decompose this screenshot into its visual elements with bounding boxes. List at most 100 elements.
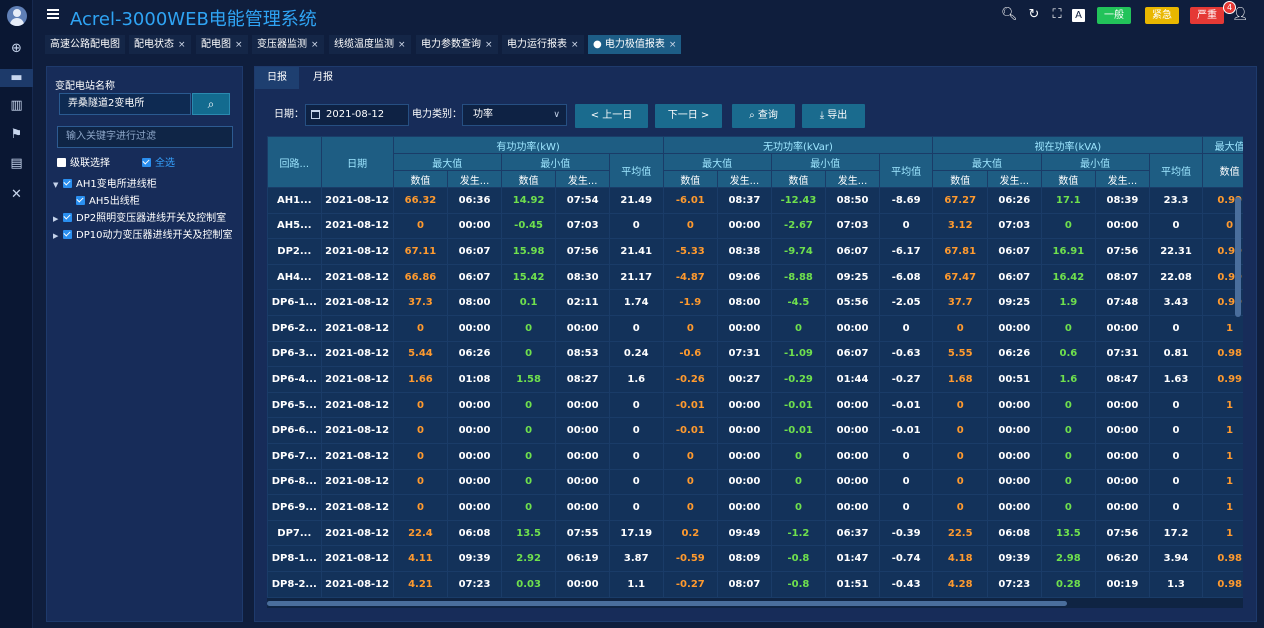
tab-cable-temperature[interactable]: 线缆温度监测 ×: [329, 35, 411, 54]
col-avg: 平均值: [608, 153, 664, 188]
table-cell: 0: [932, 314, 988, 342]
table-row[interactable]: DP6-9... 2021-08-12 0 00:00 0 00:00 0 0 00:00 0 00…: [267, 494, 1243, 521]
home-icon[interactable]: ⊕: [11, 41, 22, 56]
close-icon[interactable]: ×: [398, 40, 406, 50]
col-circuit[interactable]: 回路...: [267, 136, 322, 188]
tree-node[interactable]: AH5出线柜: [76, 195, 140, 209]
table-row[interactable]: DP6-2... 2021-08-12 0 00:00 0 00:00 0 0 00:00 0 00…: [267, 314, 1243, 342]
table-cell: -0.39: [878, 519, 934, 547]
table-row[interactable]: AH5... 2021-08-12 0 00:00 -0.45 07:03 0 0 00:00-…: [267, 212, 1243, 240]
tree-node[interactable]: ▼ AH1变电所进线柜: [53, 179, 157, 190]
date-input[interactable]: 2021-08-12: [305, 104, 409, 126]
table-cell: 00:00: [447, 417, 502, 444]
query-button[interactable]: ⌕ 查询: [732, 104, 795, 128]
table-cell: -0.01: [770, 391, 827, 419]
user-icon[interactable]: 👤︎: [1232, 7, 1249, 22]
table-row[interactable]: DP6-5... 2021-08-12 0 00:00 0 00:00 0 -0.01 00:0…: [267, 391, 1243, 419]
export-button[interactable]: ⤓ 导出: [802, 104, 865, 128]
station-select[interactable]: 弄桑隧道2变电所: [59, 93, 191, 115]
table-cell: 08:39: [1095, 187, 1150, 214]
table-cell: 0: [608, 442, 664, 470]
prev-day-button[interactable]: < 上一日: [575, 104, 648, 128]
font-size-icon[interactable]: A: [1072, 9, 1085, 22]
document-icon[interactable]: ▤: [10, 156, 23, 171]
table-cell: 0.81: [1148, 340, 1204, 368]
tab-power-operation-report[interactable]: 电力运行报表 ×: [502, 35, 584, 54]
search-icon[interactable]: 🔍︎: [1001, 7, 1018, 22]
next-day-button[interactable]: 下一日 >: [655, 104, 722, 128]
station-search-button[interactable]: ⌕: [192, 93, 230, 115]
chart-icon[interactable]: ▥: [10, 98, 23, 113]
flag-icon[interactable]: ⚑: [10, 127, 23, 142]
close-icon[interactable]: ×: [571, 40, 579, 50]
tools-icon[interactable]: ✕: [11, 187, 22, 202]
table-row[interactable]: DP6-1... 2021-08-12 37.3 08:00 0.1 02:11 1.74-…: [267, 289, 1243, 316]
table-row[interactable]: DP6-6... 2021-08-12 0 00:00 0 00:00 0 -0.01 00:0…: [267, 417, 1243, 444]
table-cell: 17.1: [1040, 187, 1097, 214]
table-cell: 0: [500, 494, 557, 521]
table-cell: 1.74: [608, 289, 664, 316]
table-cell: 0: [878, 314, 934, 342]
alarm-urgent-button[interactable]: 紧急: [1145, 7, 1179, 24]
tab-power-parameter-query[interactable]: 电力参数查询 ×: [416, 35, 498, 54]
table-cell: 0: [662, 468, 719, 496]
caret-right-icon: ▶: [53, 215, 59, 223]
table-cell: 0: [500, 468, 557, 496]
tab-monthly[interactable]: 月报: [313, 72, 333, 83]
tree-filter-input[interactable]: 输入关键字进行过滤: [57, 126, 233, 148]
close-icon[interactable]: ×: [311, 40, 319, 50]
table-cell: 0: [500, 391, 557, 419]
close-icon[interactable]: ×: [668, 40, 677, 50]
folder-icon[interactable]: ▬: [0, 69, 33, 87]
tab-transformer-monitor[interactable]: 变压器监测 ×: [252, 35, 324, 54]
tree-node[interactable]: ▶ DP2照明变压器进线开关及控制室: [53, 213, 227, 224]
cell-circuit: DP6-4...: [267, 366, 322, 393]
table-cell: 0: [392, 417, 449, 444]
table-row[interactable]: AH4... 2021-08-12 66.86 06:07 15.42 08:30 21.1…: [267, 263, 1243, 291]
table-row[interactable]: DP6-3... 2021-08-12 5.44 06:26 0 08:53 0.24 -0.…: [267, 340, 1243, 368]
table-cell: 37.3: [392, 289, 449, 316]
table-cell: 00:00: [825, 442, 880, 470]
tree-node[interactable]: ▶ DP10动力变压器进线开关及控制室: [53, 230, 233, 241]
fullscreen-icon[interactable]: ⛶: [1052, 7, 1062, 22]
table-row[interactable]: DP8-1... 2021-08-12 4.11 09:39 2.92 06:19 3.87…: [267, 545, 1243, 572]
col-value: 数值: [1040, 170, 1097, 188]
user-avatar-icon[interactable]: [7, 6, 27, 26]
table-cell: 06:07: [987, 238, 1042, 265]
table-cell: 08:38: [717, 238, 772, 265]
table-cell: 67.11: [392, 238, 449, 265]
table-cell: -12.43: [770, 187, 827, 214]
tab-distribution-status[interactable]: 配电状态 ×: [129, 35, 191, 54]
table-row[interactable]: AH1... 2021-08-12 66.32 06:36 14.92 07:54 21.4…: [267, 187, 1243, 214]
power-type-select[interactable]: 功率 ∨: [462, 104, 567, 126]
table-cell: 3.12: [932, 212, 988, 240]
alarm-severe-button[interactable]: 严重: [1190, 7, 1224, 24]
refresh-icon[interactable]: ↻: [1028, 7, 1040, 22]
table-cell: 23.3: [1148, 187, 1204, 214]
alarm-normal-button[interactable]: 一般: [1097, 7, 1131, 24]
menu-toggle-icon[interactable]: [47, 9, 59, 19]
table-row[interactable]: DP7... 2021-08-12 22.4 06:08 13.5 07:55 17.19 0…: [267, 519, 1243, 547]
table-row[interactable]: DP6-8... 2021-08-12 0 00:00 0 00:00 0 0 00:00 0 00…: [267, 468, 1243, 496]
tab-power-extreme-report[interactable]: ● 电力极值报表 ×: [588, 35, 682, 54]
select-all-checkbox[interactable]: 全选: [142, 157, 175, 171]
table-cell: 00:00: [555, 314, 610, 342]
horizontal-scrollbar[interactable]: [267, 601, 1067, 606]
table-row[interactable]: DP6-7... 2021-08-12 0 00:00 0 00:00 0 0 00:00 0 00…: [267, 442, 1243, 470]
col-date[interactable]: 日期: [320, 136, 394, 188]
cascade-checkbox[interactable]: 级联选择: [57, 157, 110, 171]
table-row[interactable]: DP8-2... 2021-08-12 4.21 07:23 0.03 00:00 1.1-…: [267, 570, 1243, 598]
close-icon[interactable]: ×: [485, 40, 493, 50]
table-cell: 13.5: [500, 519, 557, 547]
table-cell: 06:37: [825, 519, 880, 547]
table-row[interactable]: DP2... 2021-08-12 67.11 06:07 15.98 07:56 21.4…: [267, 238, 1243, 265]
table-cell: 05:56: [825, 289, 880, 316]
table-row[interactable]: DP6-4... 2021-08-12 1.66 01:08 1.58 08:27 1.6-…: [267, 366, 1243, 393]
tab-highway-diagram[interactable]: 高速公路配电图: [45, 35, 125, 54]
close-icon[interactable]: ×: [235, 40, 243, 50]
tab-distribution-diagram[interactable]: 配电图 ×: [196, 35, 248, 54]
table-cell: 37.7: [932, 289, 988, 316]
tab-daily[interactable]: 日报: [255, 67, 299, 89]
vertical-scrollbar[interactable]: [1235, 197, 1241, 317]
close-icon[interactable]: ×: [178, 40, 186, 50]
